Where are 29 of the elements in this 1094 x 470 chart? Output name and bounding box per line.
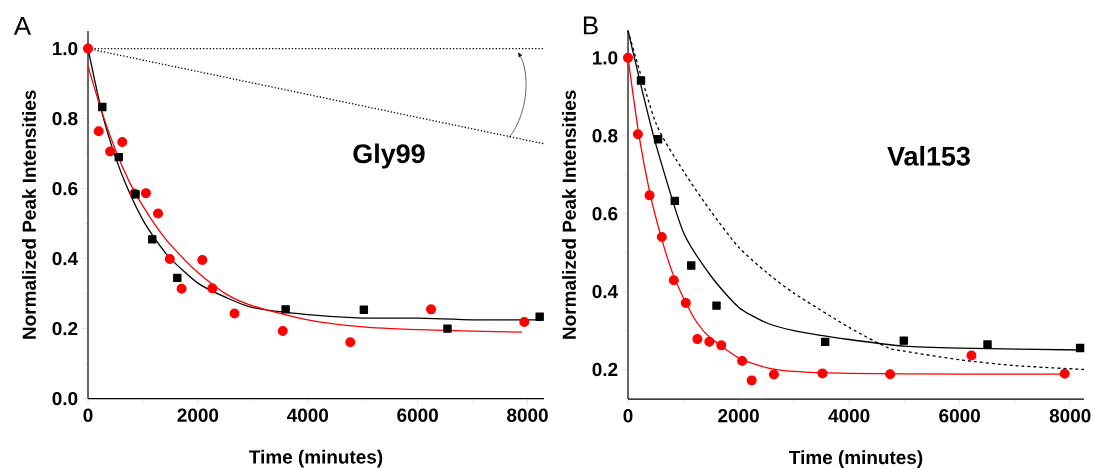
y-tick-label: 0.6 xyxy=(592,206,618,221)
x-tick-label: 2000 xyxy=(177,408,219,422)
chart-title: B xyxy=(583,16,598,35)
x-tick-label: 6000 xyxy=(939,409,980,423)
x-tick-label: 2000 xyxy=(718,409,759,423)
x-tick-label: 8000 xyxy=(1049,409,1091,423)
annotation: Val153 xyxy=(887,145,970,166)
y-tick-label: 0.0 xyxy=(52,391,78,406)
y-axis-title: Normalized Peak Intensities xyxy=(562,90,576,339)
y-axis-title: Normalized Peak Intensities xyxy=(22,90,36,339)
x-tick-label: 0 xyxy=(83,408,93,422)
y-tick-label: 0.2 xyxy=(52,321,78,336)
x-tick-label: 0 xyxy=(623,409,633,423)
x-axis-title: Time (minutes) xyxy=(789,450,923,468)
y-tick-label: 0.8 xyxy=(52,111,78,126)
chart-title: A xyxy=(13,17,32,35)
x-tick-label: 6000 xyxy=(397,408,438,422)
y-tick-label: 1.0 xyxy=(592,51,618,65)
annotation: Gly99 xyxy=(353,143,425,169)
x-tick-label: 4000 xyxy=(828,409,870,423)
x-tick-label: 4000 xyxy=(286,408,329,422)
y-tick-label: 0.4 xyxy=(592,284,618,299)
y-tick-label: 0.2 xyxy=(592,362,618,377)
y-tick-label: 0.6 xyxy=(52,181,78,196)
y-tick-label: 1.0 xyxy=(52,41,78,56)
x-axis-title: Time (minutes) xyxy=(249,449,383,468)
x-tick-label: 8000 xyxy=(507,408,548,422)
y-tick-label: 0.4 xyxy=(52,251,78,266)
y-tick-label: 0.8 xyxy=(592,129,618,143)
